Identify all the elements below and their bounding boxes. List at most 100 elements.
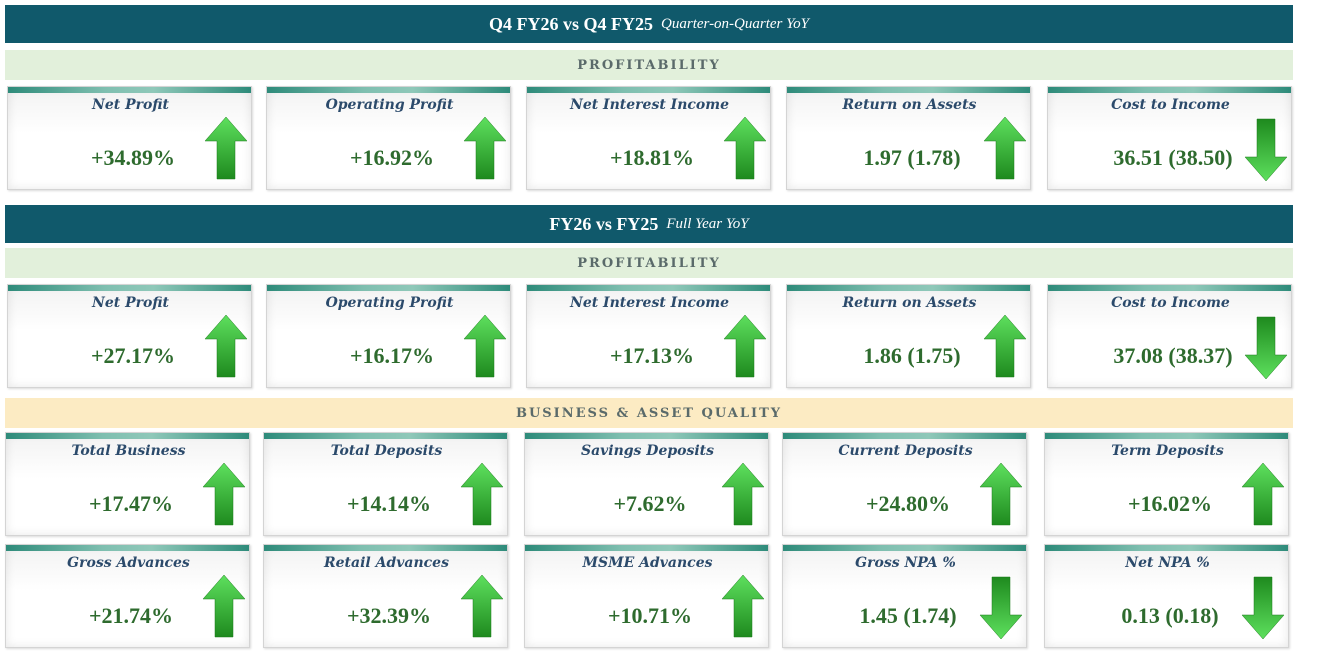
kpi-value: +7.62% [613, 491, 687, 516]
kpi-value: +34.89% [90, 145, 176, 170]
kpi-value: 36.51 (38.50) [1113, 145, 1233, 170]
kpi-value: +17.13% [609, 343, 695, 368]
up-arrow-icon [203, 115, 249, 183]
q4-group-label: PROFITABILITY [577, 57, 721, 73]
up-arrow-icon [459, 573, 505, 641]
fy-banner: FY26 vs FY25 Full Year YoY [5, 205, 1293, 243]
kpi-title: Cost to Income [1111, 295, 1230, 311]
kpi-card: Return on Assets 1.86 (1.75) [786, 284, 1031, 388]
kpi-card: Net Profit +27.17% [7, 284, 252, 388]
up-arrow-icon [982, 115, 1028, 183]
kpi-value: +10.71% [607, 603, 693, 628]
card-top-bar [1045, 433, 1288, 439]
card-top-bar [8, 285, 251, 291]
card-top-bar [264, 433, 507, 439]
card-top-bar [783, 433, 1026, 439]
up-arrow-icon [203, 313, 249, 381]
kpi-value: +27.17% [90, 343, 176, 368]
kpi-title: Total Business [71, 443, 186, 459]
card-top-bar [6, 433, 249, 439]
fy-banner-subtitle: Full Year YoY [666, 215, 749, 232]
kpi-card: Current Deposits +24.80% [782, 432, 1027, 536]
up-arrow-icon [462, 313, 508, 381]
kpi-title: Net NPA % [1125, 555, 1210, 571]
business-asset-strip: BUSINESS & ASSET QUALITY [5, 398, 1293, 428]
kpi-card: Total Business +17.47% [5, 432, 250, 536]
kpi-card: Cost to Income 36.51 (38.50) [1047, 86, 1292, 190]
kpi-title: Current Deposits [838, 443, 973, 459]
kpi-title: Term Deposits [1111, 443, 1224, 459]
kpi-card: Savings Deposits +7.62% [524, 432, 769, 536]
card-top-bar [264, 545, 507, 551]
kpi-title: Return on Assets [842, 97, 977, 113]
card-top-bar [1048, 87, 1291, 93]
card-top-bar [1045, 545, 1288, 551]
kpi-card: Net Interest Income +17.13% [526, 284, 771, 388]
kpi-value: +16.17% [349, 343, 435, 368]
kpi-value: 1.97 (1.78) [863, 145, 961, 170]
card-top-bar [267, 87, 510, 93]
kpi-title: Return on Assets [842, 295, 977, 311]
card-top-bar [525, 545, 768, 551]
kpi-title: Operating Profit [325, 97, 454, 113]
card-top-bar [6, 545, 249, 551]
q4-banner-title: Q4 FY26 vs Q4 FY25 [489, 13, 654, 34]
kpi-value: 1.45 (1.74) [859, 603, 957, 628]
q4-profitability-strip: PROFITABILITY [5, 50, 1293, 80]
kpi-card: Net Profit +34.89% [7, 86, 252, 190]
fy-banner-title: FY26 vs FY25 [549, 213, 659, 234]
kpi-title: MSME Advances [582, 555, 713, 571]
kpi-value: +17.47% [88, 491, 174, 516]
business-group-label: BUSINESS & ASSET QUALITY [515, 405, 783, 421]
kpi-card: Operating Profit +16.17% [266, 284, 511, 388]
kpi-title: Savings Deposits [580, 443, 715, 459]
kpi-card: Net Interest Income +18.81% [526, 86, 771, 190]
down-arrow-icon [1243, 115, 1289, 183]
card-top-bar [1048, 285, 1291, 291]
kpi-value: 37.08 (38.37) [1113, 343, 1233, 368]
kpi-card: Total Deposits +14.14% [263, 432, 508, 536]
kpi-card: Retail Advances +32.39% [263, 544, 508, 648]
down-arrow-icon [1240, 573, 1286, 641]
kpi-value: +14.14% [346, 491, 432, 516]
kpi-value: +32.39% [346, 603, 432, 628]
card-top-bar [527, 285, 770, 291]
up-arrow-icon [462, 115, 508, 183]
kpi-value: +18.81% [609, 145, 695, 170]
card-top-bar [527, 87, 770, 93]
up-arrow-icon [982, 313, 1028, 381]
kpi-card: Cost to Income 37.08 (38.37) [1047, 284, 1292, 388]
kpi-title: Total Deposits [330, 443, 443, 459]
up-arrow-icon [1240, 461, 1286, 529]
kpi-card: Operating Profit +16.92% [266, 86, 511, 190]
up-arrow-icon [978, 461, 1024, 529]
card-top-bar [783, 545, 1026, 551]
kpi-title: Net Profit [92, 295, 169, 311]
kpi-title: Net Interest Income [570, 97, 729, 113]
kpi-title: Cost to Income [1111, 97, 1230, 113]
kpi-title: Gross NPA % [855, 555, 956, 571]
kpi-card: Term Deposits +16.02% [1044, 432, 1289, 536]
q4-banner: Q4 FY26 vs Q4 FY25 Quarter-on-Quarter Yo… [5, 5, 1293, 43]
kpi-title: Operating Profit [325, 295, 454, 311]
fy-profitability-strip: PROFITABILITY [5, 248, 1293, 278]
down-arrow-icon [1243, 313, 1289, 381]
card-top-bar [525, 433, 768, 439]
kpi-title: Gross Advances [67, 555, 190, 571]
card-top-bar [267, 285, 510, 291]
down-arrow-icon [978, 573, 1024, 641]
q4-banner-subtitle: Quarter-on-Quarter YoY [661, 15, 809, 32]
kpi-card: Net NPA % 0.13 (0.18) [1044, 544, 1289, 648]
card-top-bar [787, 285, 1030, 291]
up-arrow-icon [720, 461, 766, 529]
kpi-card: MSME Advances +10.71% [524, 544, 769, 648]
kpi-title: Net Profit [92, 97, 169, 113]
up-arrow-icon [722, 313, 768, 381]
kpi-value: 1.86 (1.75) [863, 343, 961, 368]
kpi-card: Gross NPA % 1.45 (1.74) [782, 544, 1027, 648]
kpi-value: +16.92% [349, 145, 435, 170]
fy-group-label: PROFITABILITY [577, 255, 721, 271]
card-top-bar [787, 87, 1030, 93]
up-arrow-icon [459, 461, 505, 529]
up-arrow-icon [201, 461, 247, 529]
